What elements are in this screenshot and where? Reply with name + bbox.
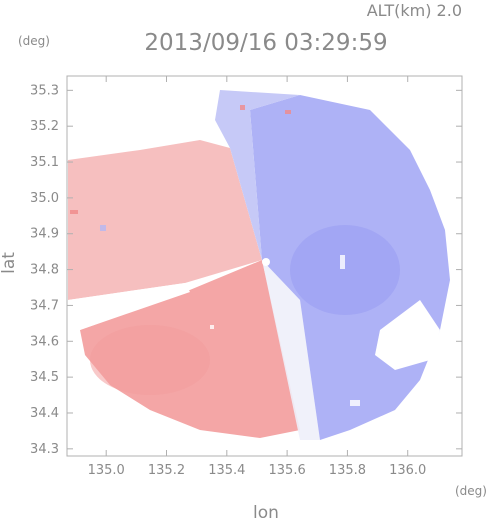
plot-axes: 135.0 135.2 135.4 135.6 135.8 136.0 34.3 34.4 34… bbox=[30, 75, 463, 478]
y-tick-label: 35.1 bbox=[30, 155, 59, 170]
velocity-field bbox=[68, 90, 450, 440]
y-tick-label: 34.5 bbox=[30, 370, 59, 385]
field-speckles bbox=[70, 105, 360, 406]
field-positive-core bbox=[90, 325, 210, 395]
altitude-label: ALT(km) 2.0 bbox=[367, 1, 462, 20]
x-tick-label: 136.0 bbox=[389, 463, 426, 478]
x-tick-label: 135.8 bbox=[329, 463, 366, 478]
x-unit-label: (deg) bbox=[455, 484, 487, 498]
y-tick-label: 34.7 bbox=[30, 298, 59, 313]
plot-frame bbox=[66, 75, 463, 457]
radar-site bbox=[262, 258, 270, 266]
x-tick-label: 135.6 bbox=[269, 463, 306, 478]
y-tick-label: 34.6 bbox=[30, 334, 59, 349]
y-tick-label: 35.0 bbox=[30, 191, 59, 206]
y-tick-label: 35.3 bbox=[30, 83, 59, 98]
x-tick-label: 135.4 bbox=[208, 463, 245, 478]
x-tick-label: 135.0 bbox=[88, 463, 125, 478]
y-axis-label: lat bbox=[0, 252, 19, 274]
field-negative-north bbox=[215, 90, 300, 260]
y-tick-label: 34.8 bbox=[30, 263, 59, 278]
y-tick-label: 35.2 bbox=[30, 119, 59, 134]
y-tick-label: 34.4 bbox=[30, 406, 59, 421]
y-unit-label: (deg) bbox=[18, 34, 50, 48]
y-tick-label: 34.3 bbox=[30, 442, 59, 457]
y-tick-label: 34.9 bbox=[30, 227, 59, 242]
field-negative-core bbox=[290, 225, 400, 315]
x-axis-label: lon bbox=[253, 503, 279, 521]
field-gap-west bbox=[68, 283, 190, 332]
field-gap-southeast bbox=[375, 300, 440, 370]
x-tick-label: 135.2 bbox=[148, 463, 185, 478]
field-positive-west bbox=[68, 140, 262, 300]
chart-title: 2013/09/16 03:29:59 bbox=[144, 30, 387, 56]
